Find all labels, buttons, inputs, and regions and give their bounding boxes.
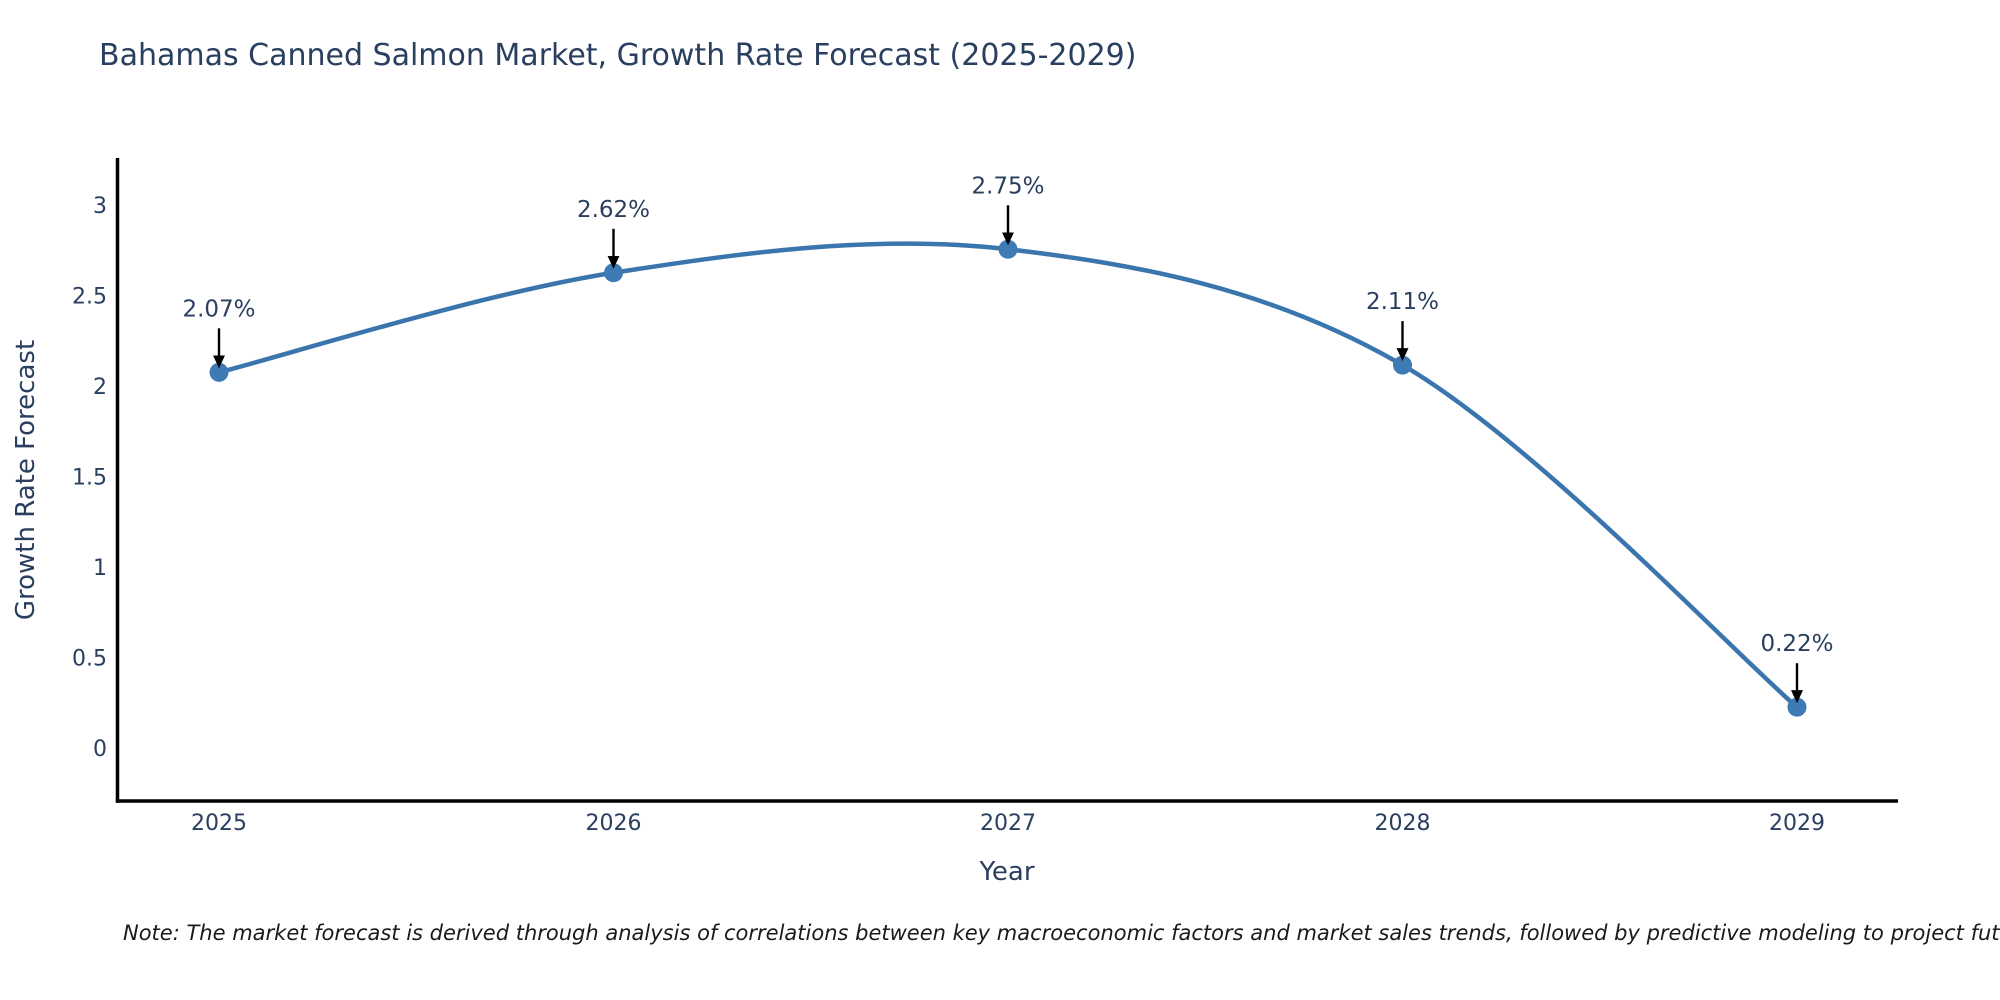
y-tick-label: 2 [93,375,107,400]
data-point-marker [209,362,229,382]
data-point-markers [209,239,1807,717]
chart-title: Bahamas Canned Salmon Market, Growth Rat… [99,38,1137,73]
data-point-label: 0.22% [1760,631,1833,657]
data-point-marker [1787,697,1807,717]
data-point-label: 2.62% [577,197,650,223]
data-point-annotations: 2.07% 2.62% 2.75% 2.11% 0.22% [182,173,1834,704]
data-point-label: 2.11% [1366,289,1439,315]
data-point-label: 2.07% [182,296,255,322]
x-tick-label: 2025 [191,811,247,836]
data-point-marker [1393,355,1412,375]
data-point-label: 2.75% [971,173,1044,199]
data-point-marker [604,263,623,283]
data-point-marker [998,239,1018,259]
y-tick-label: 1.5 [72,466,107,491]
x-tick-label: 2026 [586,811,642,836]
x-tick-label: 2029 [1769,811,1825,836]
chart-footnote: Note: The market forecast is derived thr… [123,921,2000,945]
y-axis-tick-labels: 3 2.5 2 1.5 1 0.5 0 [72,194,107,762]
x-tick-label: 2027 [980,811,1036,836]
x-axis-tick-labels: 2025 2026 2027 2028 2029 [191,811,1825,836]
x-axis-title: Year [978,857,1034,887]
forecast-line [216,241,1800,710]
y-tick-label: 3 [93,194,107,219]
y-axis-title: Growth Rate Forecast [11,340,41,620]
y-tick-label: 0.5 [72,647,107,672]
y-tick-label: 1 [93,556,107,581]
y-tick-label: 0 [93,737,107,762]
y-tick-label: 2.5 [72,285,107,310]
x-tick-label: 2028 [1375,811,1431,836]
